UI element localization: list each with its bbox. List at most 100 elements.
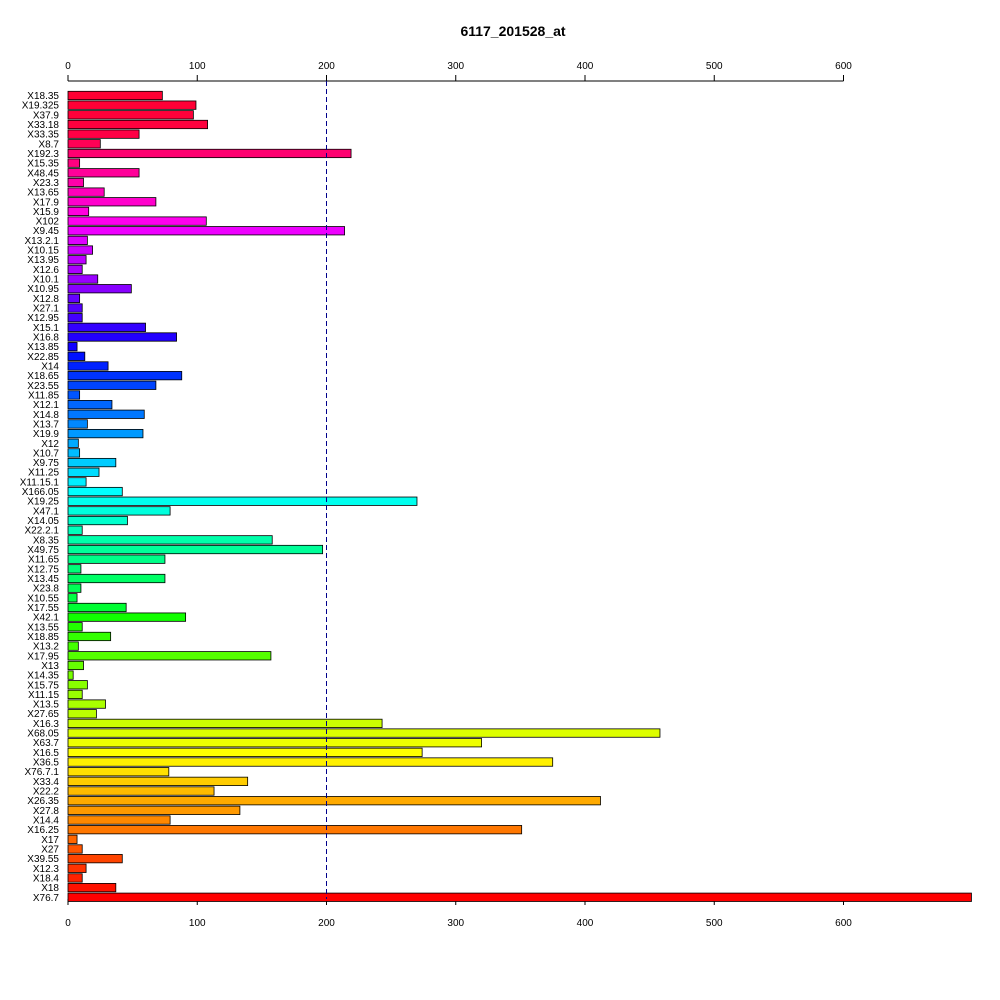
bottom-tick-label: 400 <box>577 918 594 929</box>
category-label: X68.05 <box>27 729 59 740</box>
category-label: X10.1 <box>33 275 60 286</box>
category-label: X11.15.1 <box>20 477 60 488</box>
bar <box>67 573 166 584</box>
bar <box>67 515 128 526</box>
bar <box>67 844 83 854</box>
category-label: X42.1 <box>33 613 60 624</box>
category-label: X15.35 <box>27 159 59 170</box>
category-label: X10.95 <box>27 284 59 295</box>
top-tick-label: 300 <box>447 61 464 72</box>
bar <box>67 274 99 284</box>
bar <box>67 371 183 381</box>
category-label: X63.7 <box>33 738 60 749</box>
category-label: X19.25 <box>27 497 59 508</box>
bar <box>67 187 105 197</box>
bar <box>67 332 177 342</box>
bar <box>67 168 140 178</box>
bar <box>67 699 106 709</box>
category-label: X14 <box>41 361 59 372</box>
bar <box>67 158 81 168</box>
category-label: X11.25 <box>28 468 59 479</box>
category-label: X17.95 <box>27 651 59 662</box>
bar <box>67 90 163 101</box>
bar <box>67 361 109 371</box>
category-label: X37.9 <box>33 110 60 121</box>
bar <box>67 419 88 429</box>
bar <box>67 351 86 361</box>
bar <box>67 467 100 477</box>
top-tick-label: 600 <box>835 61 852 72</box>
bar <box>67 747 423 757</box>
category-label: X13.2 <box>33 642 60 653</box>
bar <box>67 486 123 497</box>
category-label: X19.325 <box>22 101 60 112</box>
bar <box>67 129 140 139</box>
bar <box>67 100 197 110</box>
category-label: X12.3 <box>33 864 60 875</box>
bar <box>67 245 93 255</box>
bar <box>67 448 81 458</box>
bar <box>67 535 273 545</box>
bar <box>67 303 83 313</box>
bar <box>67 148 352 159</box>
bar <box>67 457 117 468</box>
bar <box>67 177 84 188</box>
bars-group <box>67 90 972 902</box>
category-label: X23.55 <box>27 381 59 392</box>
bottom-tick-label: 300 <box>447 918 464 929</box>
bar <box>67 554 166 564</box>
bar <box>67 564 82 574</box>
category-label: X10.7 <box>33 448 60 459</box>
category-label: X48.45 <box>27 168 59 179</box>
category-label: X15.9 <box>33 207 60 218</box>
category-label: X12.75 <box>27 564 59 575</box>
category-label: X19.9 <box>33 429 60 440</box>
bar <box>67 206 90 217</box>
top-axis: 0 100 200 300 400 500 600 <box>65 61 852 82</box>
category-label: X27 <box>41 844 59 855</box>
bar <box>67 873 83 883</box>
category-label: X23.8 <box>33 584 60 595</box>
bar <box>67 825 523 835</box>
bar <box>67 709 97 719</box>
category-label: X13.5 <box>33 700 60 711</box>
category-label: X8.7 <box>38 139 59 150</box>
top-tick-label: 500 <box>706 61 723 72</box>
category-label: X13.45 <box>27 574 59 585</box>
category-label: X12.95 <box>27 313 59 324</box>
category-label: X33.4 <box>33 777 60 788</box>
bar <box>67 380 157 390</box>
category-label: X13.7 <box>33 419 60 430</box>
bar <box>67 622 83 632</box>
top-tick-label: 0 <box>65 61 71 72</box>
bottom-tick-label: 600 <box>835 918 852 929</box>
bar <box>67 496 418 506</box>
bar <box>67 235 88 245</box>
bottom-tick-label: 100 <box>189 918 206 929</box>
bar <box>67 409 145 419</box>
bottom-tick-label: 500 <box>706 918 723 929</box>
category-label: X14.35 <box>27 671 59 682</box>
top-tick-label: 100 <box>189 61 206 72</box>
category-label: X14.05 <box>27 516 59 527</box>
bar <box>67 651 272 661</box>
bar <box>67 119 208 130</box>
bar <box>67 506 171 516</box>
chart-title: 6117_201528_at <box>460 23 565 39</box>
bar <box>67 776 249 786</box>
category-label: X27.8 <box>33 806 60 817</box>
category-label: X13 <box>41 661 59 672</box>
category-label: X12 <box>41 439 59 450</box>
bottom-axis: 0 100 200 300 400 500 600 <box>65 898 852 929</box>
bar <box>67 883 117 893</box>
bar <box>67 602 127 613</box>
bar <box>67 284 132 294</box>
category-label: X39.55 <box>27 854 59 865</box>
category-label: X16.3 <box>33 719 60 730</box>
category-label: X22.2.1 <box>25 526 60 537</box>
bar <box>67 477 87 487</box>
category-label: X10.15 <box>27 246 59 257</box>
bar <box>67 670 74 680</box>
category-label: X8.35 <box>33 535 60 546</box>
